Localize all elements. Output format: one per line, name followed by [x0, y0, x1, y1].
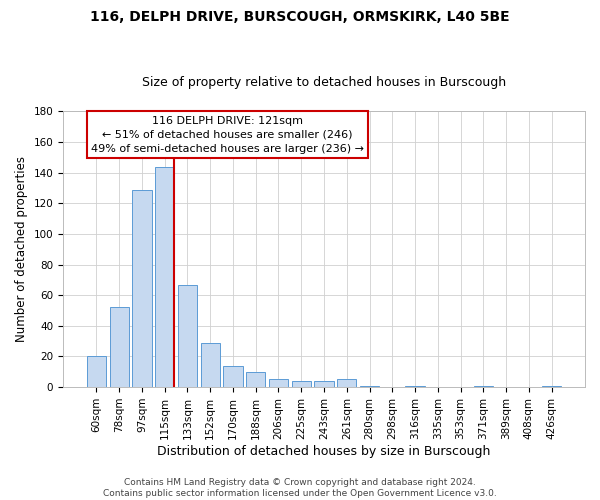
Text: 116 DELPH DRIVE: 121sqm
← 51% of detached houses are smaller (246)
49% of semi-d: 116 DELPH DRIVE: 121sqm ← 51% of detache… — [91, 116, 364, 154]
Title: Size of property relative to detached houses in Burscough: Size of property relative to detached ho… — [142, 76, 506, 90]
Bar — [337, 380, 356, 387]
Bar — [246, 372, 265, 387]
Bar — [200, 342, 220, 387]
X-axis label: Distribution of detached houses by size in Burscough: Distribution of detached houses by size … — [157, 444, 491, 458]
Bar — [269, 380, 288, 387]
Bar — [155, 166, 175, 387]
Bar — [360, 386, 379, 387]
Bar — [406, 386, 425, 387]
Bar — [473, 386, 493, 387]
Bar — [110, 308, 129, 387]
Bar — [178, 284, 197, 387]
Text: 116, DELPH DRIVE, BURSCOUGH, ORMSKIRK, L40 5BE: 116, DELPH DRIVE, BURSCOUGH, ORMSKIRK, L… — [90, 10, 510, 24]
Text: Contains HM Land Registry data © Crown copyright and database right 2024.
Contai: Contains HM Land Registry data © Crown c… — [103, 478, 497, 498]
Y-axis label: Number of detached properties: Number of detached properties — [15, 156, 28, 342]
Bar — [223, 366, 242, 387]
Bar — [542, 386, 561, 387]
Bar — [87, 356, 106, 387]
Bar — [314, 381, 334, 387]
Bar — [292, 381, 311, 387]
Bar — [132, 190, 152, 387]
